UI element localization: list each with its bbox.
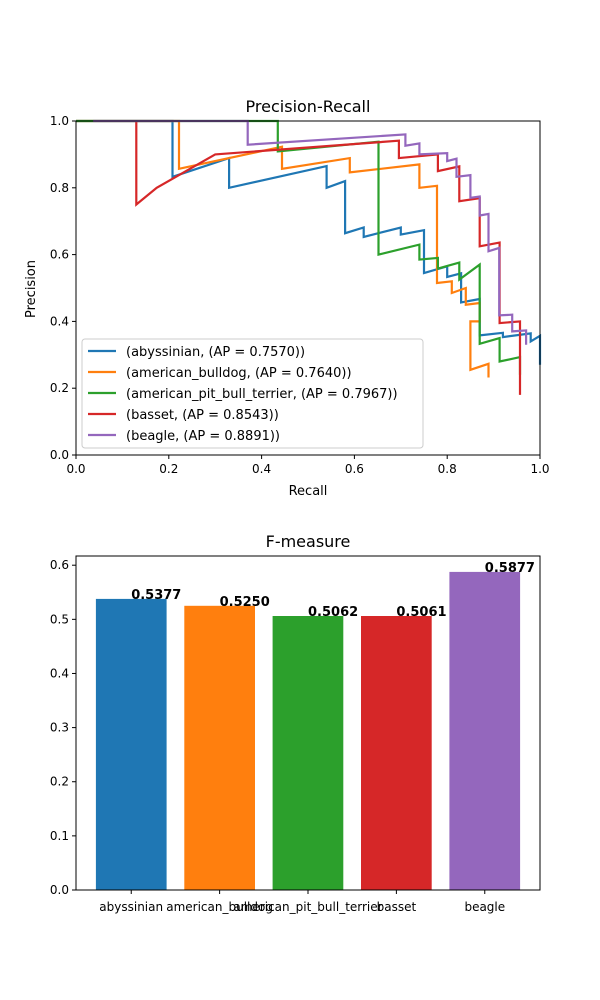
precision-recall-chart: Precision-Recall 0.0 0.2 0.4 0.6 0.8 1.0 0.0 0.… (24, 97, 550, 499)
bar-category-label: american_bulldog (166, 900, 273, 914)
bar-category-label: beagle (464, 900, 505, 914)
pr-ytick-label: 0.4 (50, 314, 69, 328)
bar-value-label: 0.5062 (308, 605, 358, 620)
legend-entry-3: (basset, (AP = 0.8543)) (126, 408, 279, 423)
pr-xtick-label: 0.0 (66, 462, 85, 476)
bar-title: F-measure (266, 532, 351, 551)
bar-ytick-label: 0.4 (50, 666, 69, 680)
bar-ytick-label: 0.6 (50, 558, 69, 572)
pr-xtick-label: 0.6 (345, 462, 364, 476)
pr-ytick-label: 0.6 (50, 248, 69, 262)
legend-entry-4: (beagle, (AP = 0.8891)) (126, 429, 280, 444)
pr-xtick-label: 1.0 (530, 462, 549, 476)
pr-series-line-0 (76, 119, 542, 365)
bar-value-label: 0.5061 (396, 605, 446, 620)
bar-ytick-label: 0.5 (50, 612, 69, 626)
bar-american_pit_bull_terrier (272, 616, 344, 890)
pr-xtick-label: 0.2 (159, 462, 178, 476)
bar-category-label: basset (377, 900, 417, 914)
pr-ytick-label: 0.2 (50, 381, 69, 395)
pr-axes-frame (75, 120, 541, 456)
bar-beagle (449, 571, 521, 890)
bar-abyssinian (95, 598, 167, 890)
pr-ylabel: Precision (24, 260, 39, 318)
legend-entry-0: (abyssinian, (AP = 0.7570)) (126, 345, 305, 360)
f-measure-chart: F-measure abyssinian american_bulldogamer… (50, 532, 541, 914)
pr-series-line-4 (93, 119, 528, 345)
pr-xtick-label: 0.8 (438, 462, 457, 476)
pr-legend: (abyssinian, (AP = 0.7570)) (american_bul… (81, 338, 424, 449)
legend-entry-1: (american_bulldog, (AP = 0.7640)) (126, 366, 352, 381)
pr-title: Precision-Recall (246, 97, 371, 116)
pr-ytick-label: 0.8 (50, 181, 69, 195)
legend-entry-2: (american_pit_bull_terrier, (AP = 0.7967… (126, 387, 398, 402)
pr-series-line-1 (76, 119, 490, 378)
bar-american_bulldog (184, 605, 255, 890)
bar-category-label: abyssinian (99, 900, 163, 914)
bar-ytick-label: 0.0 (50, 883, 69, 897)
bar-value-label: 0.5877 (485, 561, 535, 576)
bar-ytick-label: 0.1 (50, 829, 69, 843)
pr-ytick-label: 0.0 (50, 448, 69, 462)
legend-box (81, 338, 424, 449)
bar-basset (361, 616, 432, 890)
bar-value-label: 0.5377 (131, 588, 181, 603)
bar-value-label: 0.5250 (220, 595, 270, 610)
pr-xtick-label: 0.4 (252, 462, 271, 476)
bar-ytick-label: 0.3 (50, 721, 69, 735)
pr-ytick-label: 1.0 (50, 114, 69, 128)
bar-ytick-label: 0.2 (50, 775, 69, 789)
pr-xlabel: Recall (289, 484, 328, 499)
bar-category-label: american_pit_bull_terrier (233, 900, 382, 914)
